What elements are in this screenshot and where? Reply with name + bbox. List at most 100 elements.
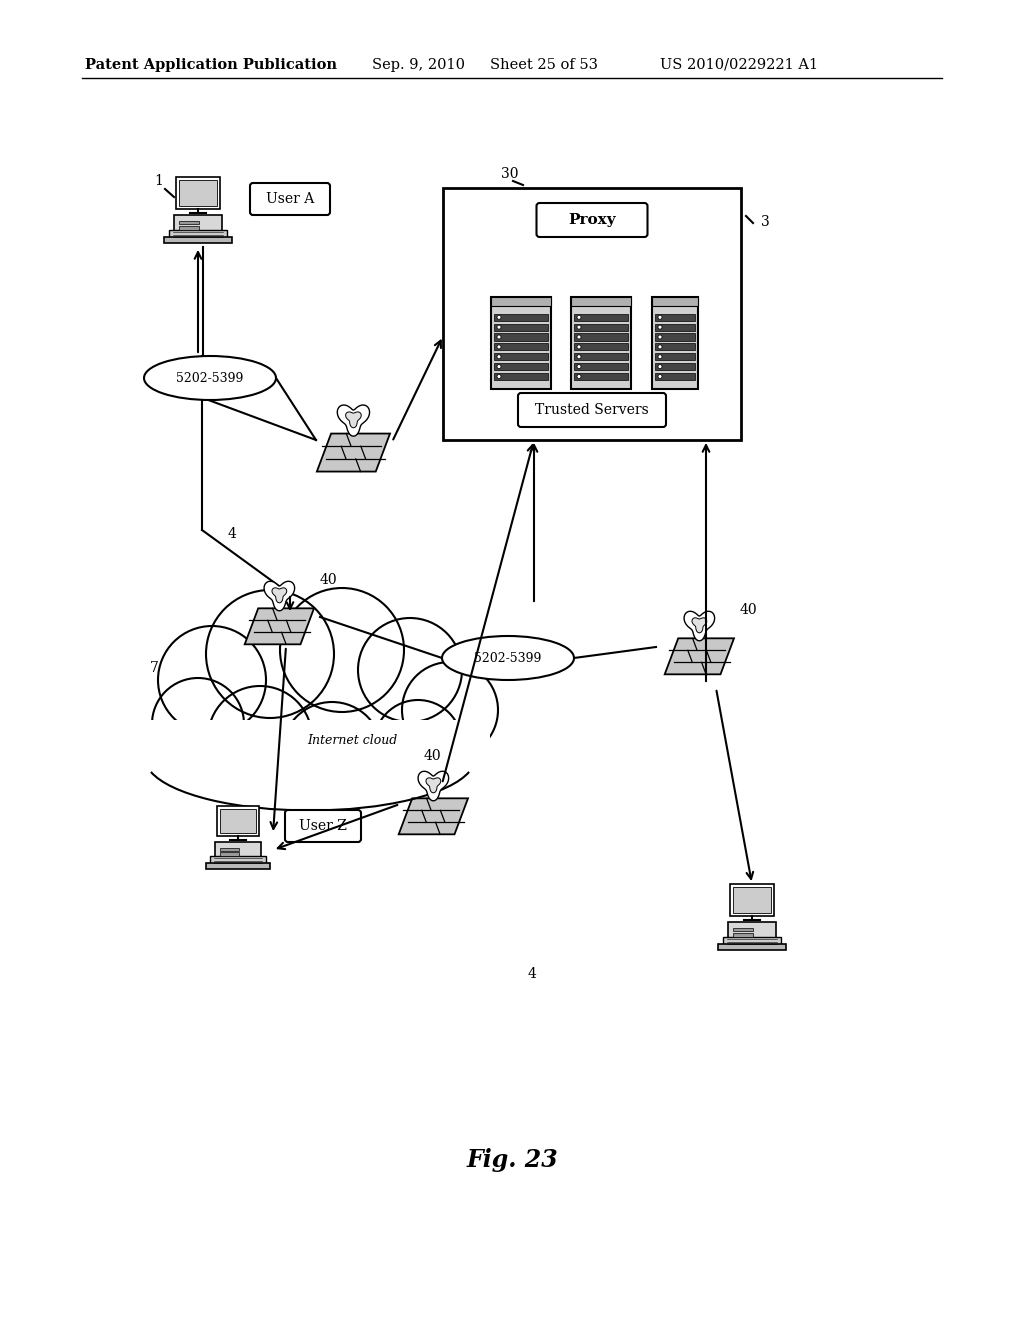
Bar	[494, 374, 548, 380]
Text: Patent Application Publication: Patent Application Publication	[85, 58, 337, 73]
Bar	[443, 187, 741, 440]
Polygon shape	[398, 799, 468, 834]
Text: Trusted Servers: Trusted Servers	[536, 403, 649, 417]
Circle shape	[280, 587, 404, 711]
Bar	[574, 363, 628, 370]
Bar	[179, 226, 199, 230]
Text: 40: 40	[424, 748, 441, 763]
Bar	[733, 933, 754, 937]
Polygon shape	[316, 433, 390, 471]
Polygon shape	[692, 618, 707, 632]
Circle shape	[497, 355, 501, 359]
Circle shape	[206, 590, 334, 718]
FancyBboxPatch shape	[285, 810, 361, 842]
Bar	[494, 314, 548, 321]
Bar	[494, 323, 548, 331]
Bar	[571, 297, 631, 389]
Text: 30: 30	[501, 168, 518, 181]
Circle shape	[497, 375, 501, 379]
Text: 1: 1	[154, 174, 163, 187]
Text: Internet cloud: Internet cloud	[307, 734, 397, 747]
Bar	[652, 297, 698, 306]
Bar	[206, 863, 270, 869]
Bar	[215, 842, 261, 861]
Circle shape	[658, 315, 662, 319]
Circle shape	[658, 375, 662, 379]
Circle shape	[658, 345, 662, 348]
Polygon shape	[684, 611, 715, 640]
Bar	[179, 180, 217, 206]
Polygon shape	[665, 639, 734, 675]
Circle shape	[658, 325, 662, 329]
Circle shape	[152, 678, 244, 770]
Circle shape	[497, 335, 501, 339]
Bar	[655, 374, 695, 380]
FancyBboxPatch shape	[537, 203, 647, 238]
Bar	[655, 334, 695, 341]
Circle shape	[208, 686, 312, 789]
Polygon shape	[337, 405, 370, 436]
Bar	[655, 343, 695, 350]
Bar	[220, 847, 239, 850]
Polygon shape	[245, 609, 314, 644]
Text: US 2010/0229221 A1: US 2010/0229221 A1	[660, 58, 818, 73]
Bar	[733, 928, 754, 931]
FancyBboxPatch shape	[518, 393, 666, 426]
Bar	[494, 354, 548, 360]
Polygon shape	[264, 581, 295, 611]
Text: Proxy: Proxy	[568, 213, 615, 227]
Bar	[211, 857, 265, 865]
Bar	[574, 354, 628, 360]
Bar	[718, 944, 786, 950]
Circle shape	[658, 364, 662, 368]
Bar	[490, 297, 551, 306]
Circle shape	[577, 375, 581, 379]
Circle shape	[497, 345, 501, 348]
Bar	[652, 297, 698, 389]
Circle shape	[358, 618, 462, 722]
Circle shape	[658, 355, 662, 359]
Text: User Z: User Z	[299, 818, 347, 833]
Bar	[574, 323, 628, 331]
Bar	[220, 853, 239, 857]
Text: 4: 4	[228, 527, 237, 541]
Bar	[174, 215, 222, 235]
Circle shape	[402, 663, 498, 758]
Circle shape	[497, 325, 501, 329]
Circle shape	[577, 355, 581, 359]
Text: 7: 7	[150, 661, 159, 675]
Circle shape	[497, 315, 501, 319]
Text: Sheet 25 of 53: Sheet 25 of 53	[490, 58, 598, 73]
Circle shape	[282, 702, 382, 803]
Polygon shape	[272, 587, 287, 603]
Bar	[655, 354, 695, 360]
Bar	[220, 809, 256, 833]
Polygon shape	[346, 412, 361, 428]
Bar	[164, 238, 232, 243]
Ellipse shape	[442, 636, 574, 680]
Bar	[135, 719, 490, 814]
Circle shape	[577, 325, 581, 329]
Bar	[574, 374, 628, 380]
Bar	[655, 314, 695, 321]
Bar	[730, 884, 774, 916]
FancyBboxPatch shape	[250, 183, 330, 215]
Bar	[571, 297, 631, 306]
Bar	[733, 887, 771, 913]
Ellipse shape	[144, 356, 276, 400]
Bar	[728, 921, 776, 942]
Text: 3: 3	[761, 215, 770, 228]
Polygon shape	[426, 777, 440, 793]
Bar	[494, 363, 548, 370]
Bar	[574, 343, 628, 350]
Circle shape	[497, 364, 501, 368]
Circle shape	[158, 626, 266, 734]
Text: 5202-5399: 5202-5399	[474, 652, 542, 664]
Bar	[176, 177, 220, 209]
Circle shape	[374, 700, 462, 788]
Circle shape	[577, 335, 581, 339]
Bar	[574, 334, 628, 341]
Text: 5202-5399: 5202-5399	[176, 371, 244, 384]
Text: Sep. 9, 2010: Sep. 9, 2010	[372, 58, 465, 73]
Polygon shape	[418, 771, 449, 801]
